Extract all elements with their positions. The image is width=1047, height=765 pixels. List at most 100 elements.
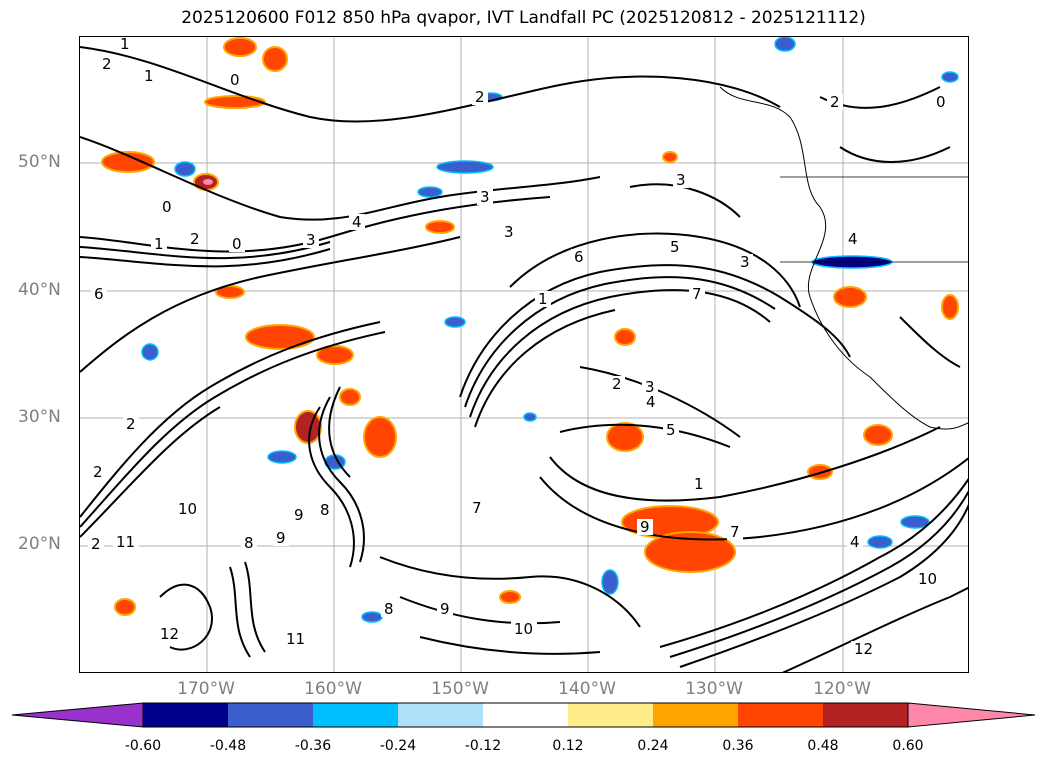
contour-label: 0 — [936, 93, 946, 111]
colorbar-extend-min — [11, 702, 144, 728]
lat-label-20n: 20°N — [18, 534, 61, 554]
contour-label: 3 — [504, 223, 514, 241]
coastline — [719, 86, 968, 430]
contour-label: 2 — [190, 230, 200, 248]
contour-label: 8 — [384, 600, 394, 618]
contour-label: 5 — [666, 421, 676, 439]
contour-label-bg — [283, 631, 309, 647]
shade-patch — [215, 285, 245, 299]
contour-label-bg — [501, 224, 517, 240]
contour-label: 9 — [276, 529, 286, 547]
contour-label-bg — [571, 249, 587, 265]
contour-label-bg — [151, 236, 167, 252]
contour-label-bg — [933, 94, 949, 110]
shade-patch — [262, 46, 288, 72]
contour-label-bg — [303, 232, 319, 248]
contour-label: 12 — [854, 640, 873, 658]
contour-label-bg — [673, 172, 689, 188]
colorbar-segment — [313, 703, 398, 727]
contour-label: 4 — [850, 533, 860, 551]
shade-patch — [417, 186, 443, 198]
contour-label: 8 — [244, 534, 254, 552]
contour-label-bg — [99, 56, 115, 72]
contour-label: 5 — [670, 238, 680, 256]
contour-label-bg — [317, 502, 333, 518]
contour-label-bg — [381, 601, 397, 617]
contour-label: 11 — [286, 630, 305, 648]
contour-label: 3 — [676, 171, 686, 189]
contour-label: 4 — [352, 213, 362, 231]
colorbar-tick-label: -0.36 — [294, 738, 332, 754]
colorbar-segment — [398, 703, 483, 727]
shade-patch — [499, 590, 521, 604]
shade-patch — [141, 343, 159, 361]
qvapor-shading — [101, 37, 959, 623]
contour-label-bg — [535, 291, 551, 307]
shade-patch — [867, 535, 893, 549]
shade-patch — [361, 611, 383, 623]
contour-label-bg — [511, 621, 537, 637]
contour-label: 2 — [93, 463, 103, 481]
shade-patch — [114, 598, 136, 616]
contour-label: 0 — [230, 71, 240, 89]
contour-label: 10 — [918, 570, 937, 588]
colorbar-tick-label: 0.60 — [892, 738, 924, 754]
shade-patch — [316, 345, 354, 365]
contour-label: 9 — [294, 506, 304, 524]
contour-label-bg — [113, 534, 139, 550]
lat-label-30n: 30°N — [18, 407, 61, 427]
colorbar-tick-label: 0.24 — [637, 738, 669, 754]
colorbar-tick-label: -0.12 — [464, 738, 502, 754]
contour-label: 1 — [144, 67, 154, 85]
shade-patch — [223, 37, 257, 57]
contour-label-bg — [642, 379, 658, 395]
contour-label-bg — [437, 601, 453, 617]
contour-label-bg — [689, 286, 705, 302]
map-canvas: 1201260341033657134235221291011897981211… — [80, 37, 968, 672]
colorbar-tick-label: -0.24 — [379, 738, 417, 754]
contour-label-bg — [663, 422, 679, 438]
contour-label-group: 1201260341033657134235221291011897981211… — [88, 37, 949, 658]
shade-patch — [436, 160, 494, 174]
colorbar-segment — [143, 703, 228, 727]
shade-patch — [941, 294, 959, 320]
colorbar-tick-label: 0.36 — [722, 738, 754, 754]
shade-patch — [941, 71, 959, 83]
contour-label: 9 — [440, 600, 450, 618]
contour-label: 8 — [320, 501, 330, 519]
shade-patch — [245, 324, 315, 350]
contour-label-bg — [91, 286, 107, 302]
contour-label: 2 — [830, 93, 840, 111]
contour-label: 6 — [94, 285, 104, 303]
contour-label-bg — [241, 535, 257, 551]
contour-label: 3 — [480, 188, 490, 206]
map-panel: 1201260341033657134235221291011897981211… — [79, 36, 969, 673]
contour-label: 3 — [306, 231, 316, 249]
shade-patch — [204, 95, 266, 109]
colorbar-segment — [738, 703, 823, 727]
shade-patch — [174, 161, 196, 177]
contour-label-bg — [141, 68, 157, 84]
contour-label: 1 — [154, 235, 164, 253]
contour-label: 4 — [646, 393, 656, 411]
contour-label-bg — [117, 37, 133, 52]
lon-label-120w: 120°W — [813, 679, 871, 699]
shade-patch — [614, 328, 636, 346]
colorbar-tick-label: 0.48 — [807, 738, 839, 754]
contour-label-bg — [737, 254, 753, 270]
contour-label: 7 — [692, 285, 702, 303]
lon-label-150w: 150°W — [431, 679, 489, 699]
colorbar — [11, 702, 1036, 728]
contour-label: 1 — [120, 37, 130, 53]
lat-label-50n: 50°N — [18, 152, 61, 172]
shade-patch — [662, 151, 678, 163]
contour-label: 2 — [475, 88, 485, 106]
contour-label: 10 — [514, 620, 533, 638]
contour-label: 7 — [730, 523, 740, 541]
contour-label-bg — [847, 534, 863, 550]
contour-label-bg — [827, 94, 843, 110]
contour-label: 1 — [538, 290, 548, 308]
contour-label-bg — [229, 236, 245, 252]
colorbar-segment — [823, 703, 908, 727]
contour-label-bg — [472, 89, 488, 105]
